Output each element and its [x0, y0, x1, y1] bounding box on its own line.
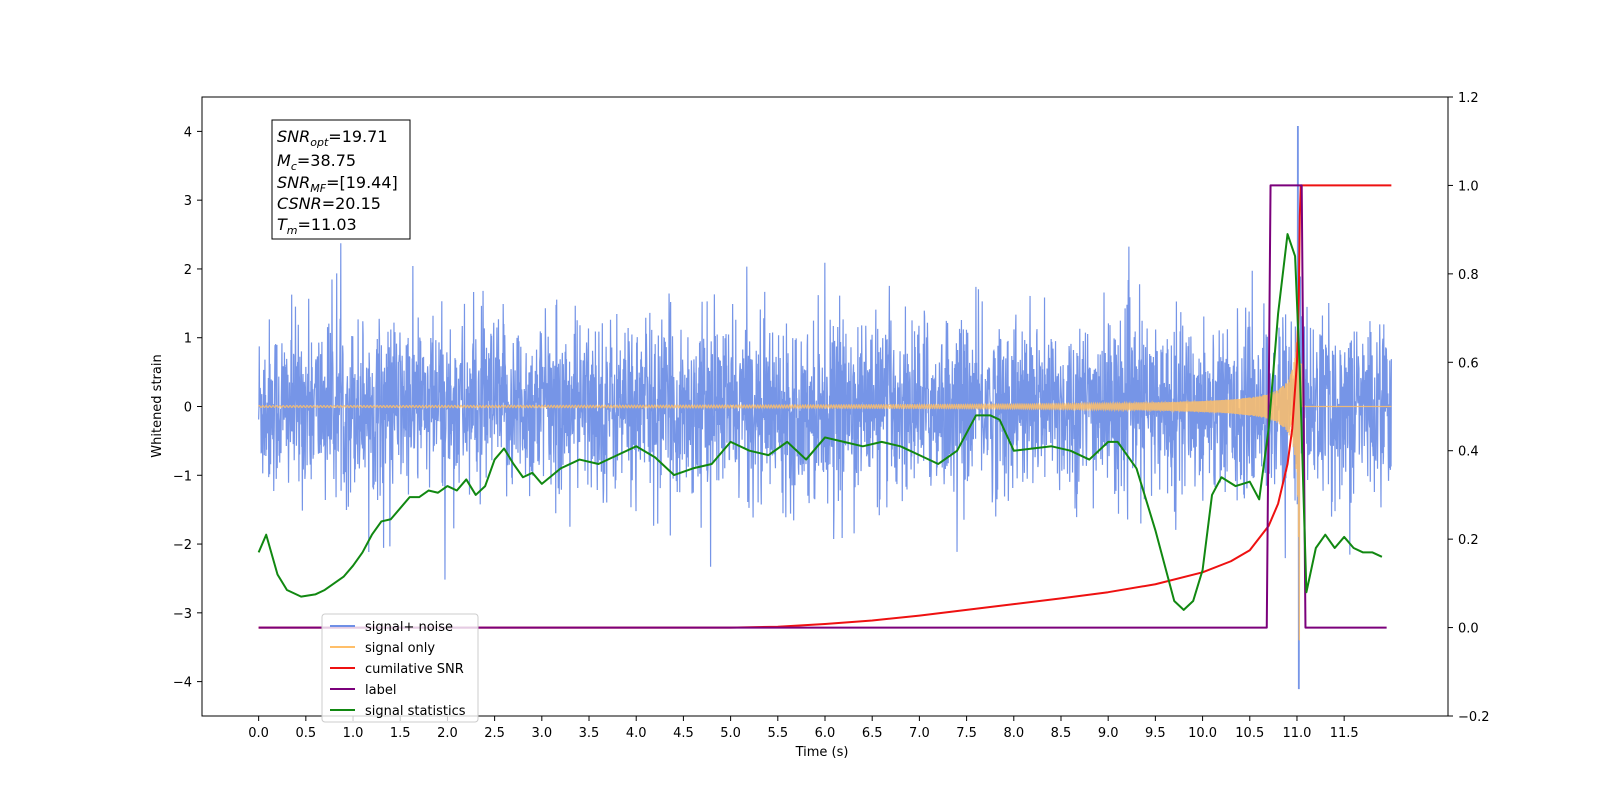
x-tick-label: 10.5 [1235, 726, 1264, 741]
y-left-tick-label: 4 [184, 125, 192, 140]
y-left-tick-label: −3 [173, 607, 192, 622]
y-left-tick-label: 0 [184, 401, 192, 416]
x-tick-label: 5.0 [720, 726, 741, 741]
x-tick-label: 0.5 [295, 726, 316, 741]
signal-noise-line [258, 125, 1392, 690]
legend-label: signal+ noise [365, 620, 453, 635]
stats-line: CSNR=20.15 [277, 194, 381, 213]
stats-line: Tm=11.03 [277, 215, 357, 237]
legend-label: signal only [365, 641, 435, 656]
plot-area [257, 125, 1392, 690]
x-tick-label: 6.5 [862, 726, 883, 741]
y-left-tick-label: −4 [173, 676, 192, 691]
y-axis-right: −0.2 0.0 0.2 0.4 0.6 0.8 1.0 1.2 [1448, 91, 1490, 725]
y-left-tick-label: 3 [184, 194, 192, 209]
y-right-tick-label: 0.0 [1458, 622, 1479, 637]
x-tick-label: 6.0 [815, 726, 836, 741]
signal-noise-series [258, 125, 1392, 690]
legend-label: signal statistics [365, 704, 466, 719]
stats-line: SNRMF=[19.44] [277, 173, 398, 195]
x-tick-label: 2.5 [484, 726, 505, 741]
x-tick-label: 7.0 [909, 726, 930, 741]
signal-statistics-line [257, 233, 1383, 611]
stats-line: Mc=38.75 [277, 151, 356, 173]
x-tick-label: 9.5 [1145, 726, 1166, 741]
y-right-tick-label: 0.2 [1458, 533, 1479, 548]
label-series [258, 184, 1387, 629]
x-tick-label: 3.0 [531, 726, 552, 741]
y-axis-left: −4 −3 −2 −1 0 1 2 3 4 [173, 125, 202, 691]
y-right-tick-label: 0.6 [1458, 356, 1479, 371]
stats-box-frame [271, 119, 411, 240]
signal-only-line [258, 290, 1392, 641]
x-tick-label: 7.5 [956, 726, 977, 741]
x-tick-label: 11.0 [1282, 726, 1311, 741]
x-tick-label: 4.5 [673, 726, 694, 741]
y-right-tick-label: 1.2 [1458, 91, 1479, 106]
legend-label: cumilative SNR [365, 662, 464, 677]
x-tick-label: 1.0 [343, 726, 364, 741]
x-tick-label: 0.0 [248, 726, 269, 741]
x-tick-label: 8.5 [1051, 726, 1072, 741]
x-axis: 0.0 0.5 1.0 1.5 2.0 2.5 3.0 3.5 4.0 4.5 5.0 5.5 6.0 6… [248, 716, 1359, 741]
y-left-tick-label: 1 [184, 332, 192, 347]
x-tick-label: 5.5 [767, 726, 788, 741]
x-tick-label: 9.0 [1098, 726, 1119, 741]
y-right-tick-label: −0.2 [1458, 710, 1490, 725]
legend-label: label [365, 683, 396, 698]
x-tick-label: 4.0 [626, 726, 647, 741]
y-left-tick-label: −1 [173, 469, 192, 484]
x-tick-label: 8.0 [1003, 726, 1024, 741]
signal-only-series [258, 290, 1392, 641]
y-right-tick-label: 0.8 [1458, 268, 1479, 283]
legend-frame [321, 613, 479, 723]
y-right-tick-label: 0.4 [1458, 445, 1479, 460]
label-line [258, 184, 1387, 629]
legend: signal+ noise signal only cumilative SNR la… [321, 613, 479, 723]
y-axis-title: Whitened strain [150, 354, 165, 457]
x-tick-label: 1.5 [390, 726, 411, 741]
x-tick-label: 10.0 [1188, 726, 1217, 741]
x-axis-title: Time (s) [795, 745, 849, 760]
y-left-tick-label: 2 [184, 263, 192, 278]
stats-annotation-box: SNRopt=19.71Mc=38.75SNRMF=[19.44]CSNR=20… [271, 119, 411, 240]
y-left-tick-label: −2 [173, 538, 192, 553]
x-tick-label: 11.5 [1330, 726, 1359, 741]
stats-line: SNRopt=19.71 [277, 127, 388, 149]
signal-statistics-series [257, 233, 1383, 611]
y-right-tick-label: 1.0 [1458, 179, 1479, 194]
x-tick-label: 3.5 [579, 726, 600, 741]
x-tick-label: 2.0 [437, 726, 458, 741]
